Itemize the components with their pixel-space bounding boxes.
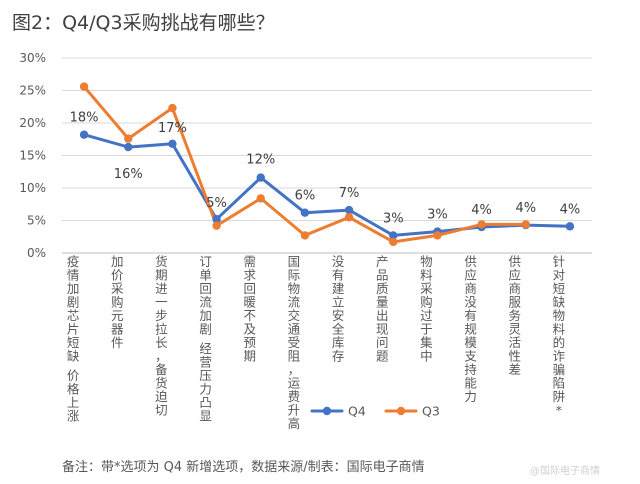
data-label: 16% — [114, 167, 143, 182]
series-lines — [82, 85, 572, 244]
y-tick-label: 15% — [19, 149, 46, 163]
y-tick-label: 20% — [19, 116, 46, 130]
data-label: 17% — [158, 121, 187, 136]
y-axis-ticks: 0% 5% 10% 15% 20% 25% 30% — [19, 51, 46, 260]
data-label: 4% — [515, 201, 536, 216]
point-q3 — [256, 194, 265, 203]
watermark: @国际电子商情 — [530, 466, 600, 477]
point-q4 — [300, 208, 310, 217]
point-q3 — [389, 237, 398, 247]
y-tick-label: 0% — [27, 246, 46, 260]
chart-title: 图2：Q4/Q3采购挑战有哪些？ — [12, 12, 275, 34]
footnote: 备注：带*选项为 Q4 新增选项，数据来源/制表：国际电子商情 — [62, 460, 425, 475]
x-tick-label: 疫情加剧芯片短缺 价格上涨 — [67, 254, 80, 424]
point-q3 — [300, 231, 310, 240]
y-tick-label: 30% — [19, 51, 46, 65]
point-q4 — [79, 130, 89, 139]
data-label: 12% — [246, 153, 275, 168]
data-label: 4% — [471, 203, 492, 218]
point-q3 — [521, 220, 530, 229]
point-q4 — [389, 231, 398, 240]
legend-marker-q4 — [322, 406, 332, 416]
series-points — [79, 82, 575, 247]
data-label: 3% — [383, 211, 404, 226]
point-q3 — [344, 213, 354, 222]
y-tick-label: 10% — [19, 181, 46, 195]
data-label: 7% — [339, 186, 360, 201]
x-tick-label: 订单回流加剧 经营压力凸显 — [199, 254, 212, 424]
x-axis-ticks: 疫情加剧芯片短缺 价格上涨 加价采购元器件 货期进一步拉长，备货迫切 订单回流加剧 经… — [67, 254, 566, 431]
point-q3 — [212, 221, 221, 230]
legend-label-q4: Q4 — [348, 404, 366, 419]
y-tick-label: 25% — [19, 84, 46, 98]
series-line-q4 — [82, 133, 572, 237]
point-q3 — [124, 134, 133, 143]
point-q4 — [344, 205, 354, 215]
data-label: 4% — [560, 202, 581, 217]
point-q4 — [256, 173, 265, 182]
x-tick-label: 产品质量出现问题 — [376, 254, 389, 364]
x-tick-label: 货期进一步拉长，备货迫切 — [155, 254, 168, 418]
x-tick-label: 供应商没有规模支持能力 — [464, 254, 477, 404]
x-tick-label: 供应商服务灵活性差 — [508, 254, 521, 377]
data-label: 3% — [427, 208, 448, 223]
x-tick-label: 国际物流交通受阻，运费升高 — [288, 254, 301, 431]
point-q4 — [168, 139, 177, 148]
x-tick-label: 需求回暖不及预期 — [243, 254, 256, 364]
point-q3 — [168, 103, 177, 113]
x-tick-label: 没有建立安全库存 — [332, 254, 345, 364]
legend-label-q3: Q3 — [422, 404, 440, 419]
x-tick-label: 物料采购过于集中 — [420, 254, 433, 364]
data-label: 18% — [70, 111, 99, 126]
data-label: 6% — [295, 189, 316, 204]
y-tick-label: 5% — [27, 214, 46, 228]
x-tick-label: 加价采购元器件 — [111, 254, 124, 350]
point-q4 — [124, 142, 133, 152]
series-line-q3 — [82, 85, 528, 244]
legend: Q4 Q3 — [310, 404, 440, 419]
data-label: 5% — [206, 196, 227, 211]
point-q4 — [212, 215, 221, 224]
data-labels: 18% 16% 17% 5% 12% 6% 7% 3% 3% 4% 4% 4% — [70, 111, 581, 227]
point-q3 — [477, 220, 486, 229]
legend-marker-q3 — [396, 406, 406, 416]
point-q3 — [79, 82, 89, 91]
x-tick-label: 针对短缺物料的诈骗陷阱* — [553, 254, 566, 418]
point-q4 — [565, 222, 575, 231]
grid-lines — [62, 57, 592, 254]
point-q3 — [433, 231, 442, 240]
